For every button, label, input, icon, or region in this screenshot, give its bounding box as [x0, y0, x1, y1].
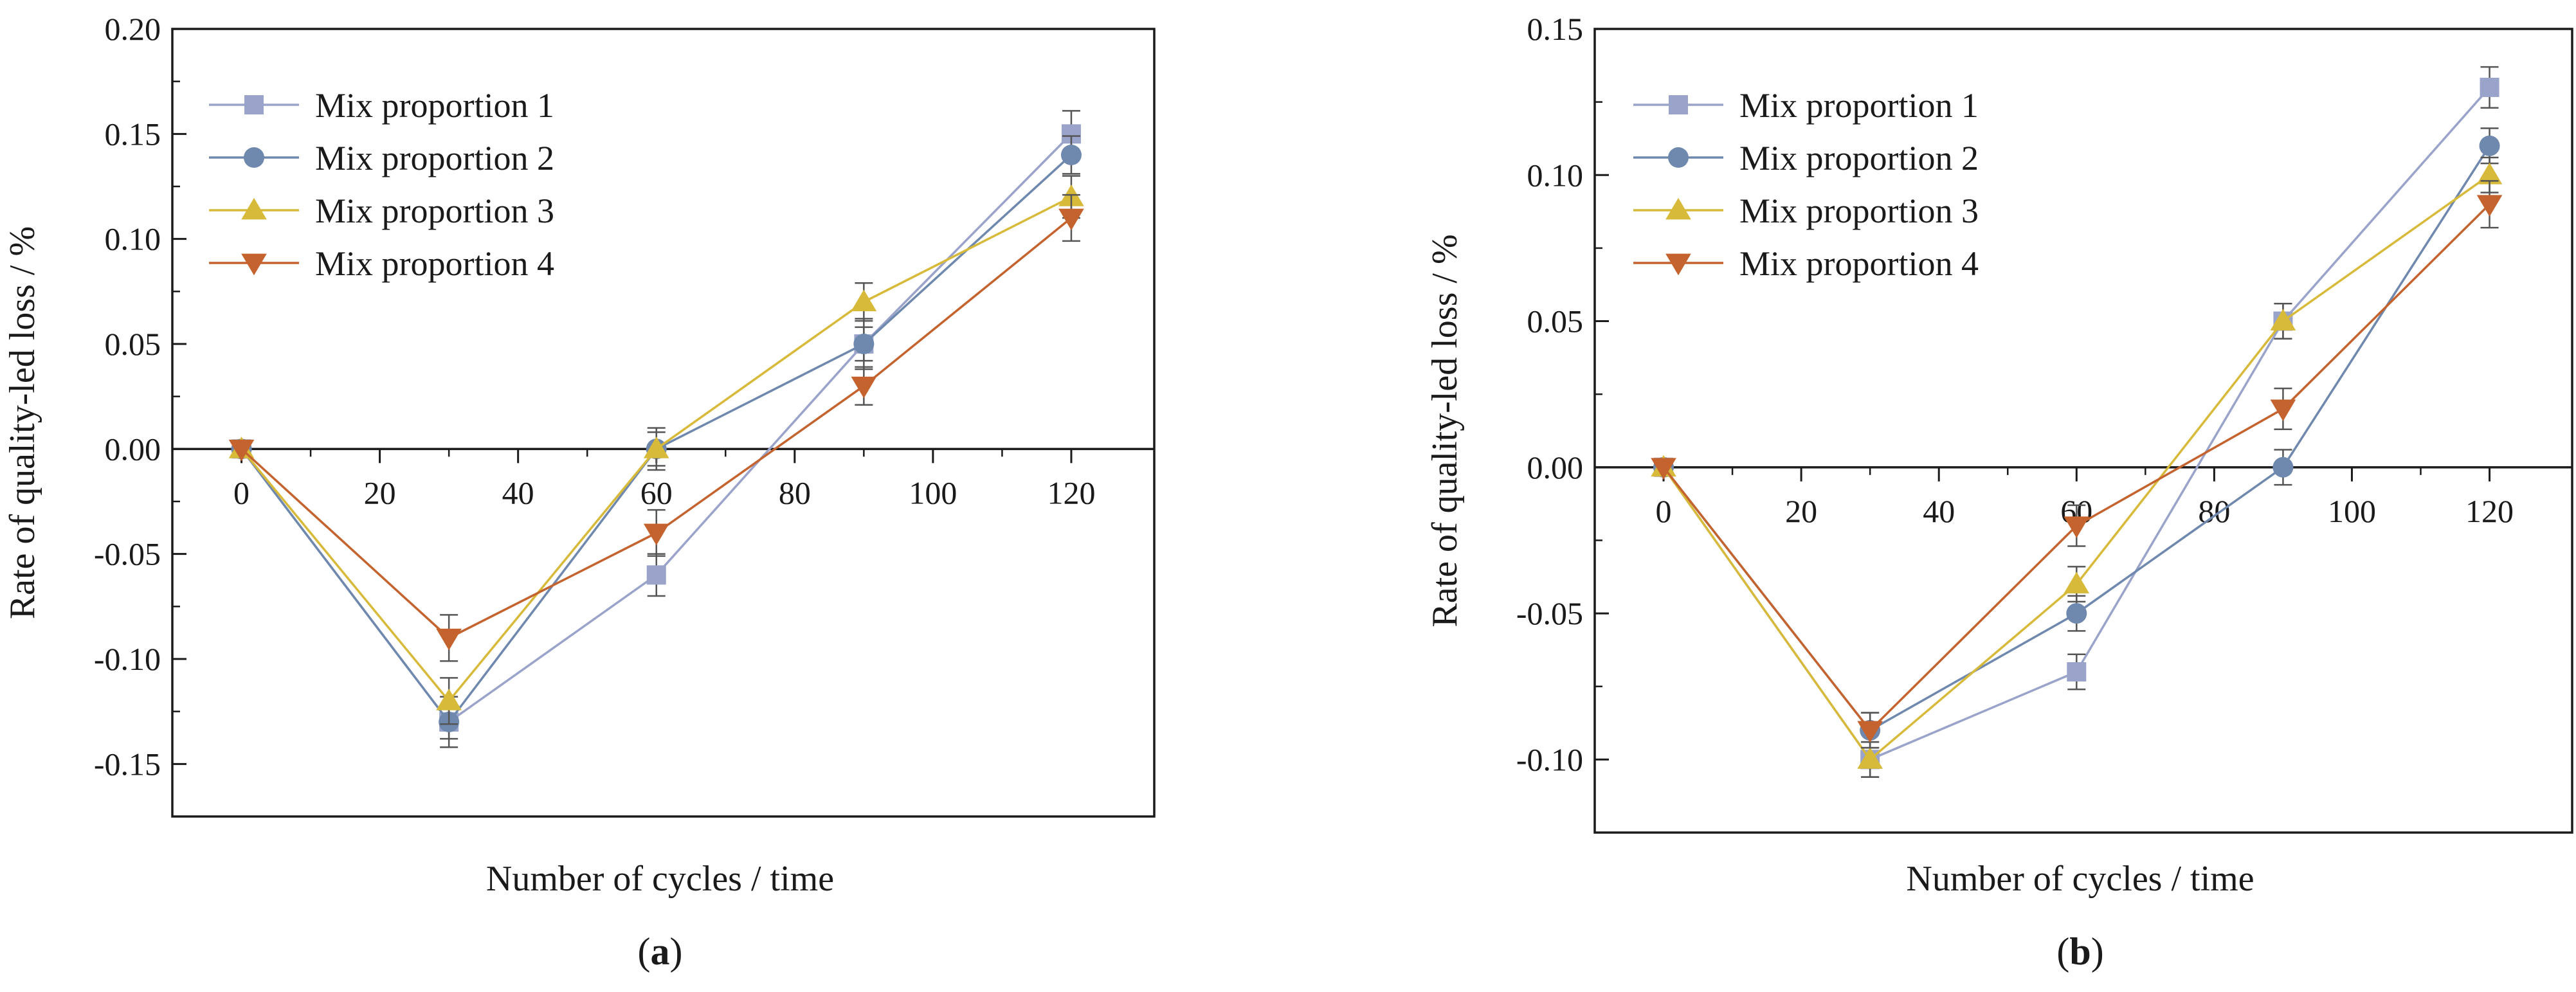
y-tick-label: 0.00 [105, 431, 161, 467]
data-point [2480, 77, 2499, 97]
x-tick-label: 40 [1923, 493, 1955, 529]
legend-label: Mix proportion 4 [315, 244, 554, 283]
y-tick-label: 0.05 [1527, 303, 1584, 339]
data-point [2272, 456, 2294, 478]
y-tick-label: 0.05 [105, 326, 161, 362]
legend-marker [1665, 253, 1691, 276]
data-point [2476, 195, 2503, 217]
data-point [2064, 516, 2090, 538]
panel-label-close: ) [2091, 930, 2104, 973]
data-point [853, 334, 875, 354]
chart-panel-a: 0 20 40 60 80 100 120 -0.15 -0.10 -0.05 0.00 0.05 0.… [3, 11, 1156, 973]
legend-marker [1669, 95, 1688, 114]
legend-label: Mix proportion 3 [315, 192, 554, 230]
x-axis-title: Number of cycles / time [1906, 859, 2254, 899]
panel-label: (b) [2056, 930, 2103, 973]
x-tick-label: 120 [1047, 474, 1095, 510]
panel-label-open: ( [2056, 930, 2069, 973]
series-4 [1651, 180, 2503, 749]
legend: Mix proportion 1 Mix proportion 2 Mix prop… [209, 86, 554, 283]
legend-marker [1665, 197, 1691, 220]
data-point [2476, 163, 2503, 185]
y-tick-label: 0.10 [105, 221, 161, 257]
y-tick-label: -0.05 [1516, 595, 1583, 631]
x-tick-label: 60 [640, 474, 673, 510]
data-point [851, 376, 877, 399]
legend-marker [1668, 147, 1689, 168]
data-point [851, 289, 877, 312]
data-point [228, 439, 255, 462]
x-tick-label: 120 [2465, 493, 2514, 529]
x-axis-title: Number of cycles / time [486, 859, 834, 899]
y-tick-label: -0.10 [1516, 741, 1583, 777]
panel-label-letter: a [651, 930, 670, 973]
data-point [2270, 309, 2296, 330]
y-tick-label: 0.00 [1527, 449, 1584, 485]
legend: Mix proportion 1 Mix proportion 2 Mix prop… [1633, 86, 1979, 283]
y-axis-title: Rate of quality-led loss / % [3, 226, 42, 619]
data-point [1857, 721, 1883, 743]
y-tick-label: 0.15 [105, 116, 161, 152]
plot-frame [1593, 28, 2573, 834]
data-point [2067, 662, 2087, 681]
data-point [2066, 603, 2087, 624]
legend-label: Mix proportion 4 [1739, 244, 1979, 283]
y-tick-label: 0.15 [1527, 11, 1584, 47]
y-axis-title: Rate of quality-led loss / % [1425, 234, 1465, 627]
data-point [643, 437, 669, 458]
y-tick-label: 0.10 [1527, 157, 1584, 193]
panel-label-close: ) [670, 930, 683, 973]
legend-label: Mix proportion 2 [1739, 139, 1979, 177]
x-tick-label: 20 [364, 474, 396, 510]
x-tick-label: 20 [1785, 493, 1817, 529]
panel-label: (a) [638, 930, 683, 973]
data-point [2479, 135, 2500, 156]
data-point [646, 565, 666, 585]
data-point [1058, 208, 1084, 231]
legend-label: Mix proportion 2 [315, 139, 554, 177]
y-tick-label: -0.15 [94, 746, 161, 782]
data-point [1857, 747, 1883, 769]
data-point [1651, 458, 1676, 480]
x-tick-label: 0 [233, 474, 249, 510]
y-tick-label: -0.10 [94, 641, 161, 677]
legend-marker [241, 197, 267, 220]
chart-panel-b: 0 20 40 60 80 100 120-0.10-0.050.000.050.100.1… [1425, 11, 2573, 973]
x-tick-label: 0 [1656, 493, 1672, 529]
data-point [1060, 145, 1082, 165]
x-tick-label: 40 [502, 474, 534, 510]
series-3 [228, 175, 1084, 725]
legend-label: Mix proportion 1 [315, 86, 554, 125]
legend-marker [244, 95, 264, 114]
x-tick-label: 80 [779, 474, 811, 510]
data-point [436, 628, 462, 651]
legend-label: Mix proportion 1 [1739, 86, 1979, 125]
legend-marker [244, 147, 264, 168]
panel-label-open: ( [638, 930, 651, 973]
legend-marker [241, 253, 267, 276]
data-point [2064, 572, 2090, 594]
legend-label: Mix proportion 3 [1739, 192, 1979, 230]
y-tick-label: -0.05 [94, 536, 161, 572]
x-tick-label: 100 [2328, 493, 2376, 529]
data-point [2270, 399, 2296, 422]
y-tick-label: 0.20 [105, 11, 161, 47]
data-point [643, 523, 669, 546]
series-4 [228, 194, 1084, 662]
x-tick-label: 100 [909, 474, 957, 510]
panel-label-letter: b [2069, 930, 2091, 973]
plot-frame [171, 28, 1156, 818]
data-point [436, 689, 462, 710]
